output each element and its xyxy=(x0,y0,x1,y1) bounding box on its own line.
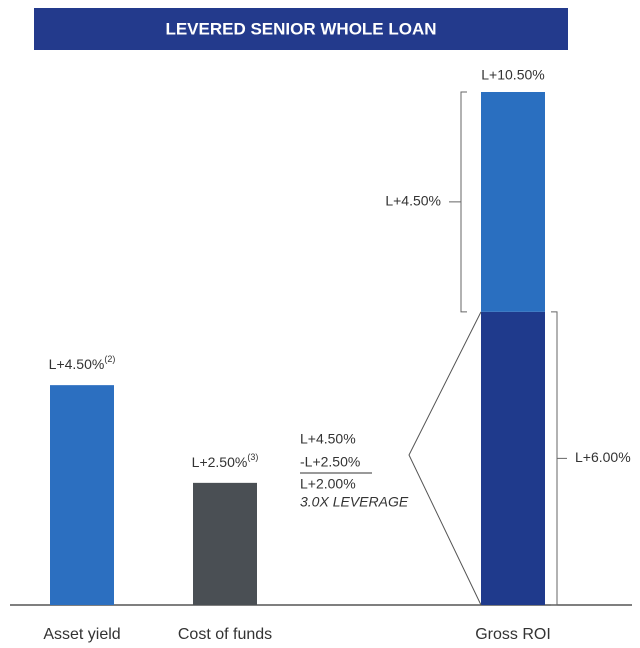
footnote: (2) xyxy=(104,355,115,365)
bracket xyxy=(449,91,467,313)
footnote: (3) xyxy=(247,452,258,462)
x-tick-label: Gross ROI xyxy=(475,626,551,643)
callout xyxy=(408,311,482,606)
bracket xyxy=(551,311,567,606)
annotation: L+4.50% xyxy=(300,431,356,447)
bar xyxy=(481,311,545,605)
data-label: L+6.00% xyxy=(575,449,631,465)
annotation: -L+2.50% xyxy=(300,454,360,470)
annotation: L+2.00% xyxy=(300,476,356,492)
x-tick-label: Asset yield xyxy=(43,626,120,643)
label-text: L+2.50% xyxy=(192,454,248,470)
bar xyxy=(50,385,114,605)
bar xyxy=(193,482,257,605)
label-text: L+4.50% xyxy=(49,356,105,372)
data-label: L+2.50%(3) xyxy=(192,452,259,469)
chart-title: LEVERED SENIOR WHOLE LOAN xyxy=(165,19,436,38)
total-label: L+10.50% xyxy=(481,67,544,83)
data-label: L+4.50% xyxy=(385,193,441,209)
data-label: L+4.50%(2) xyxy=(49,355,116,372)
title-banner xyxy=(34,8,568,50)
bar xyxy=(481,92,545,312)
x-tick-label: Cost of funds xyxy=(178,626,272,643)
annotation: 3.0X LEVERAGE xyxy=(300,494,409,510)
